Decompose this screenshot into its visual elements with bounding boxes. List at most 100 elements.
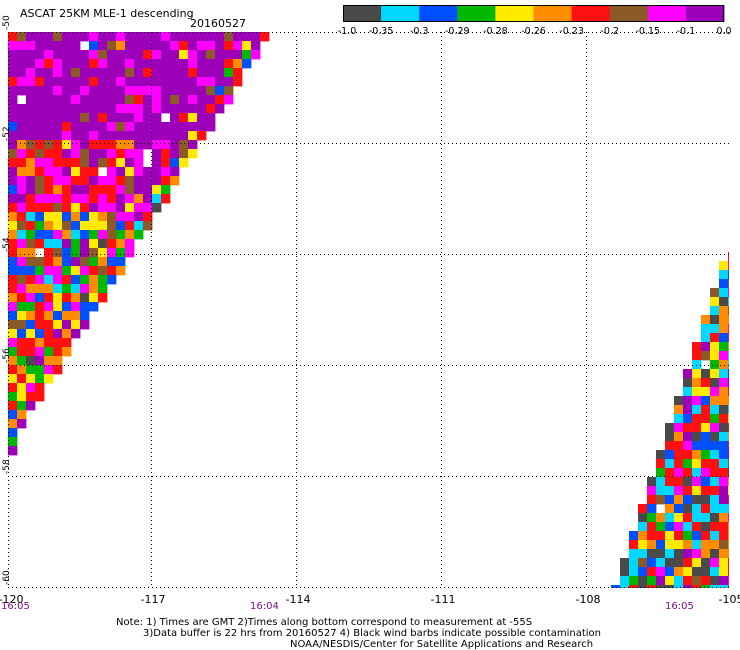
- data-pixel: [134, 149, 144, 159]
- data-pixel: [152, 167, 162, 177]
- data-pixel: [188, 140, 198, 150]
- data-pixel: [125, 131, 135, 141]
- data-pixel: [98, 59, 108, 69]
- data-pixel: [710, 441, 720, 451]
- data-pixel: [44, 257, 54, 267]
- data-pixel: [125, 59, 135, 69]
- data-pixel: [71, 212, 81, 222]
- data-pixel: [71, 203, 81, 213]
- data-pixel: [710, 513, 720, 523]
- colorbar-swatch: [533, 5, 573, 22]
- data-pixel: [710, 360, 720, 370]
- data-pixel: [692, 468, 702, 478]
- data-pixel: [26, 239, 36, 249]
- data-pixel: [8, 446, 18, 456]
- data-pixel: [35, 329, 45, 339]
- data-pixel: [71, 68, 81, 78]
- data-pixel: [683, 423, 693, 433]
- data-pixel: [35, 347, 45, 357]
- data-pixel: [17, 131, 27, 141]
- data-pixel: [125, 194, 135, 204]
- data-pixel: [35, 230, 45, 240]
- data-pixel: [224, 32, 234, 42]
- data-pixel: [728, 423, 729, 433]
- data-pixel: [728, 324, 729, 334]
- data-pixel: [26, 248, 36, 258]
- data-pixel: [665, 468, 675, 478]
- data-pixel: [719, 585, 729, 588]
- data-pixel: [44, 212, 54, 222]
- data-pixel: [17, 320, 27, 330]
- data-pixel: [143, 221, 153, 231]
- data-pixel: [35, 140, 45, 150]
- data-pixel: [647, 477, 657, 487]
- data-pixel: [44, 329, 54, 339]
- data-pixel: [26, 77, 36, 87]
- data-pixel: [683, 432, 693, 442]
- data-pixel: [152, 104, 162, 114]
- data-pixel: [710, 504, 720, 514]
- data-pixel: [728, 396, 729, 406]
- data-pixel: [665, 477, 675, 487]
- data-pixel: [80, 266, 90, 276]
- data-pixel: [35, 50, 45, 60]
- data-pixel: [107, 140, 117, 150]
- data-pixel: [629, 531, 639, 541]
- lat-label-58: -58: [2, 459, 12, 474]
- data-pixel: [107, 230, 117, 240]
- data-pixel: [89, 284, 99, 294]
- data-pixel: [53, 347, 63, 357]
- data-pixel: [710, 540, 720, 550]
- data-pixel: [98, 257, 108, 267]
- data-pixel: [728, 585, 729, 588]
- data-pixel: [710, 414, 720, 424]
- colorbar-swatch: [495, 5, 534, 22]
- data-pixel: [8, 140, 18, 150]
- lon-label-114: -114: [285, 593, 311, 606]
- data-pixel: [179, 122, 189, 132]
- data-pixel: [8, 302, 18, 312]
- data-pixel: [152, 95, 162, 105]
- data-pixel: [116, 41, 126, 51]
- data-pixel: [125, 149, 135, 159]
- data-pixel: [62, 230, 72, 240]
- data-pixel: [17, 266, 27, 276]
- data-pixel: [35, 356, 45, 366]
- lat-label-60: -60: [2, 570, 12, 585]
- data-pixel: [98, 230, 108, 240]
- data-pixel: [683, 477, 693, 487]
- data-pixel: [206, 122, 216, 132]
- data-pixel: [719, 549, 729, 559]
- data-pixel: [107, 203, 117, 213]
- data-pixel: [692, 585, 702, 588]
- data-pixel: [98, 77, 108, 87]
- data-pixel: [53, 230, 63, 240]
- data-pixel: [629, 558, 639, 568]
- data-pixel: [161, 140, 171, 150]
- data-pixel: [35, 284, 45, 294]
- data-pixel: [656, 468, 666, 478]
- data-pixel: [206, 86, 216, 96]
- data-pixel: [35, 194, 45, 204]
- data-pixel: [80, 320, 90, 330]
- data-pixel: [44, 41, 54, 51]
- data-pixel: [35, 104, 45, 114]
- data-pixel: [17, 347, 27, 357]
- data-pixel: [728, 405, 729, 415]
- data-pixel: [80, 122, 90, 132]
- data-pixel: [143, 41, 153, 51]
- data-pixel: [98, 275, 108, 285]
- data-pixel: [80, 176, 90, 186]
- data-pixel: [728, 279, 729, 289]
- data-pixel: [17, 86, 27, 96]
- data-pixel: [206, 95, 216, 105]
- data-pixel: [26, 230, 36, 240]
- data-pixel: [71, 104, 81, 114]
- data-pixel: [71, 176, 81, 186]
- data-pixel: [17, 338, 27, 348]
- data-pixel: [17, 59, 27, 69]
- data-pixel: [62, 158, 72, 168]
- data-pixel: [71, 41, 81, 51]
- data-pixel: [44, 311, 54, 321]
- data-pixel: [125, 50, 135, 60]
